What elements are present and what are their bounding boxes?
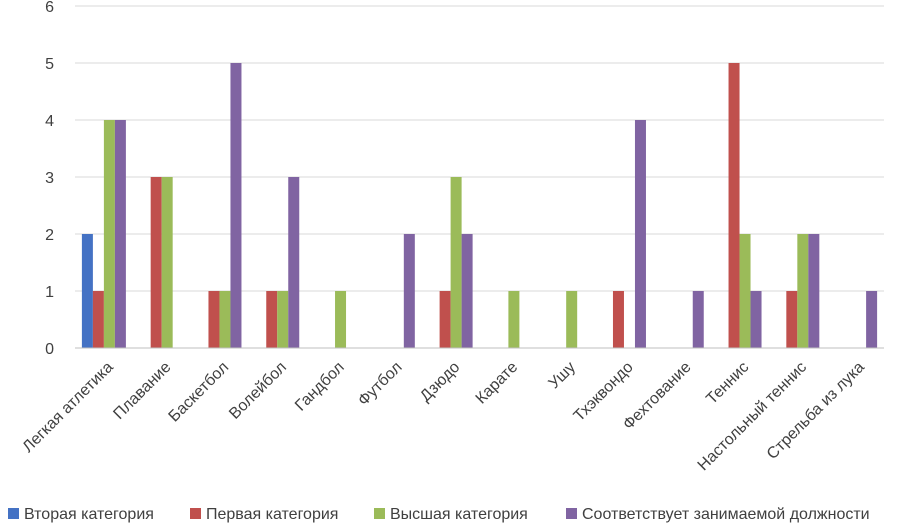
x-category-label-5: Гандбол (292, 359, 348, 415)
bar-1-series-1 (81, 234, 93, 348)
bar-13-series-3 (797, 234, 809, 348)
bar-1-series-3 (103, 120, 115, 348)
legend-label-4: Соответствует занимаемой должности (582, 506, 870, 523)
legend-swatch-1 (8, 508, 19, 519)
grid-lines (75, 5, 884, 292)
x-axis-category-labels: Легкая атлетикаПлаваниеБаскетболВолейбол… (20, 359, 868, 474)
bar-2-series-3 (161, 177, 173, 348)
bar-2-series-2 (150, 177, 162, 348)
bar-3-series-3 (219, 291, 231, 348)
bar-5-series-3 (335, 291, 347, 348)
legend-item-4: Соответствует занимаемой должности (566, 506, 870, 523)
y-tick-label-0: 0 (45, 341, 54, 358)
legend-item-2: Первая категория (190, 506, 338, 523)
bar-9-series-3 (566, 291, 578, 348)
y-tick-label-3: 3 (45, 170, 54, 187)
bar-7-series-4 (461, 234, 473, 348)
bar-13-series-4 (808, 234, 820, 348)
x-category-label-14: Стрельба из лука (764, 359, 868, 463)
x-category-label-13: Настольный теннис (695, 359, 810, 474)
x-category-label-7: Дзюдо (417, 359, 463, 405)
legend-swatch-2 (190, 508, 201, 519)
bar-10-series-2 (612, 291, 624, 348)
legend-item-1: Вторая категория (8, 506, 154, 523)
bar-3-series-4 (230, 63, 242, 348)
bar-10-series-4 (634, 120, 646, 348)
bar-1-series-2 (92, 291, 104, 348)
x-category-label-12: Теннис (703, 359, 752, 408)
bar-7-series-3 (450, 177, 462, 348)
y-tick-label-5: 5 (45, 56, 54, 73)
bar-4-series-4 (288, 177, 300, 348)
y-tick-label-6: 6 (45, 0, 54, 16)
legend-item-3: Высшая категория (374, 506, 528, 523)
bar-6-series-4 (403, 234, 415, 348)
x-category-label-8: Карате (473, 359, 522, 408)
x-category-label-9: Ушу (546, 359, 579, 392)
legend-swatch-4 (566, 508, 577, 519)
bar-12-series-3 (739, 234, 751, 348)
legend-label-3: Высшая категория (390, 506, 528, 523)
legend-label-1: Вторая категория (24, 506, 154, 523)
y-tick-label-4: 4 (45, 113, 54, 130)
bar-13-series-2 (786, 291, 798, 348)
x-category-label-3: Баскетбол (166, 359, 233, 426)
bar-1-series-4 (114, 120, 126, 348)
bar-8-series-3 (508, 291, 520, 348)
legend-swatch-3 (374, 508, 385, 519)
y-tick-label-1: 1 (45, 284, 54, 301)
y-tick-label-2: 2 (45, 227, 54, 244)
x-category-label-4: Волейбол (226, 359, 290, 423)
bar-4-series-3 (277, 291, 289, 348)
legend-label-2: Первая категория (206, 506, 338, 523)
bar-11-series-4 (692, 291, 704, 348)
bar-12-series-2 (728, 63, 740, 348)
bar-7-series-2 (439, 291, 451, 348)
bar-3-series-2 (208, 291, 220, 348)
bars (81, 63, 878, 348)
legend: Вторая категория Первая категория Высшая к… (8, 506, 870, 523)
bar-4-series-2 (266, 291, 278, 348)
bar-12-series-4 (750, 291, 762, 348)
y-axis-tick-labels: 0 1 2 3 4 5 6 (45, 0, 54, 358)
x-category-label-6: Футбол (355, 359, 406, 410)
bar-14-series-4 (866, 291, 878, 348)
x-category-label-1: Легкая атлетика (20, 359, 117, 456)
